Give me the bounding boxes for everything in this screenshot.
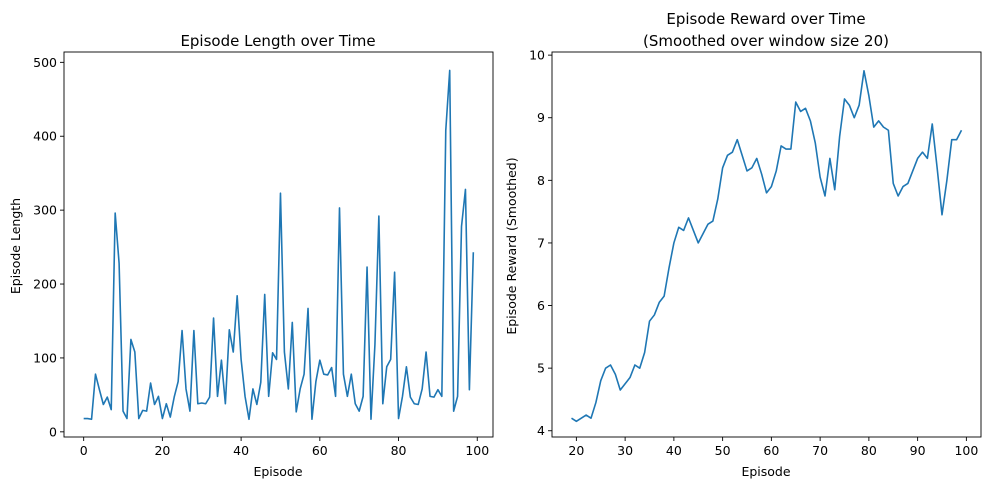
y-tick-label: 9 xyxy=(537,110,545,125)
y-tick-label: 100 xyxy=(33,350,57,365)
y-tick-label: 4 xyxy=(537,423,545,438)
x-tick-label: 50 xyxy=(715,443,731,458)
x-tick-label: 20 xyxy=(154,443,170,458)
chart-title: Episode Length over Time xyxy=(180,32,375,50)
plot-area xyxy=(571,69,963,423)
x-tick-label: 60 xyxy=(763,443,779,458)
x-tick-label: 40 xyxy=(666,443,682,458)
episode-reward-chart: Episode Reward over Time (Smoothed over … xyxy=(504,10,982,479)
x-tick-label: 0 xyxy=(80,443,88,458)
y-tick-label: 8 xyxy=(537,173,545,188)
episode-length-chart: Episode Length over Time Episode Episode… xyxy=(8,32,494,479)
x-tick-label: 60 xyxy=(312,443,328,458)
x-axis-label: Episode xyxy=(253,464,302,479)
axes-frame xyxy=(63,51,494,438)
series-line xyxy=(83,69,475,421)
y-axis-label: Episode Reward (Smoothed) xyxy=(504,157,519,334)
y-tick-label: 6 xyxy=(537,298,545,313)
chart-title: Episode Reward over Time xyxy=(666,10,865,28)
x-tick-label: 90 xyxy=(910,443,926,458)
x-tick-label: 100 xyxy=(465,443,489,458)
x-tick-label: 40 xyxy=(233,443,249,458)
axes-frame xyxy=(551,51,982,438)
y-tick-label: 200 xyxy=(33,277,57,292)
x-tick-label: 80 xyxy=(391,443,407,458)
y-tick-label: 7 xyxy=(537,235,545,250)
axis-ticks: 0 20 40 60 80 100 0 100 200 300 400 500 xyxy=(33,55,489,458)
y-tick-label: 300 xyxy=(33,203,57,218)
axis-ticks: 20 30 40 50 60 70 80 90 100 4 5 6 7 8 9 10 xyxy=(529,48,978,458)
y-tick-label: 500 xyxy=(33,55,57,70)
x-tick-label: 80 xyxy=(861,443,877,458)
x-tick-label: 20 xyxy=(568,443,584,458)
plot-area xyxy=(83,69,475,421)
y-tick-label: 10 xyxy=(529,48,545,63)
y-tick-label: 400 xyxy=(33,129,57,144)
y-axis-label: Episode Length xyxy=(8,198,23,294)
chart-subtitle: (Smoothed over window size 20) xyxy=(643,32,889,50)
y-tick-label: 0 xyxy=(49,424,57,439)
y-tick-label: 5 xyxy=(537,361,545,376)
x-tick-label: 30 xyxy=(617,443,633,458)
x-tick-label: 100 xyxy=(954,443,978,458)
x-axis-label: Episode xyxy=(741,464,790,479)
x-tick-label: 70 xyxy=(812,443,828,458)
series-line xyxy=(571,69,963,423)
